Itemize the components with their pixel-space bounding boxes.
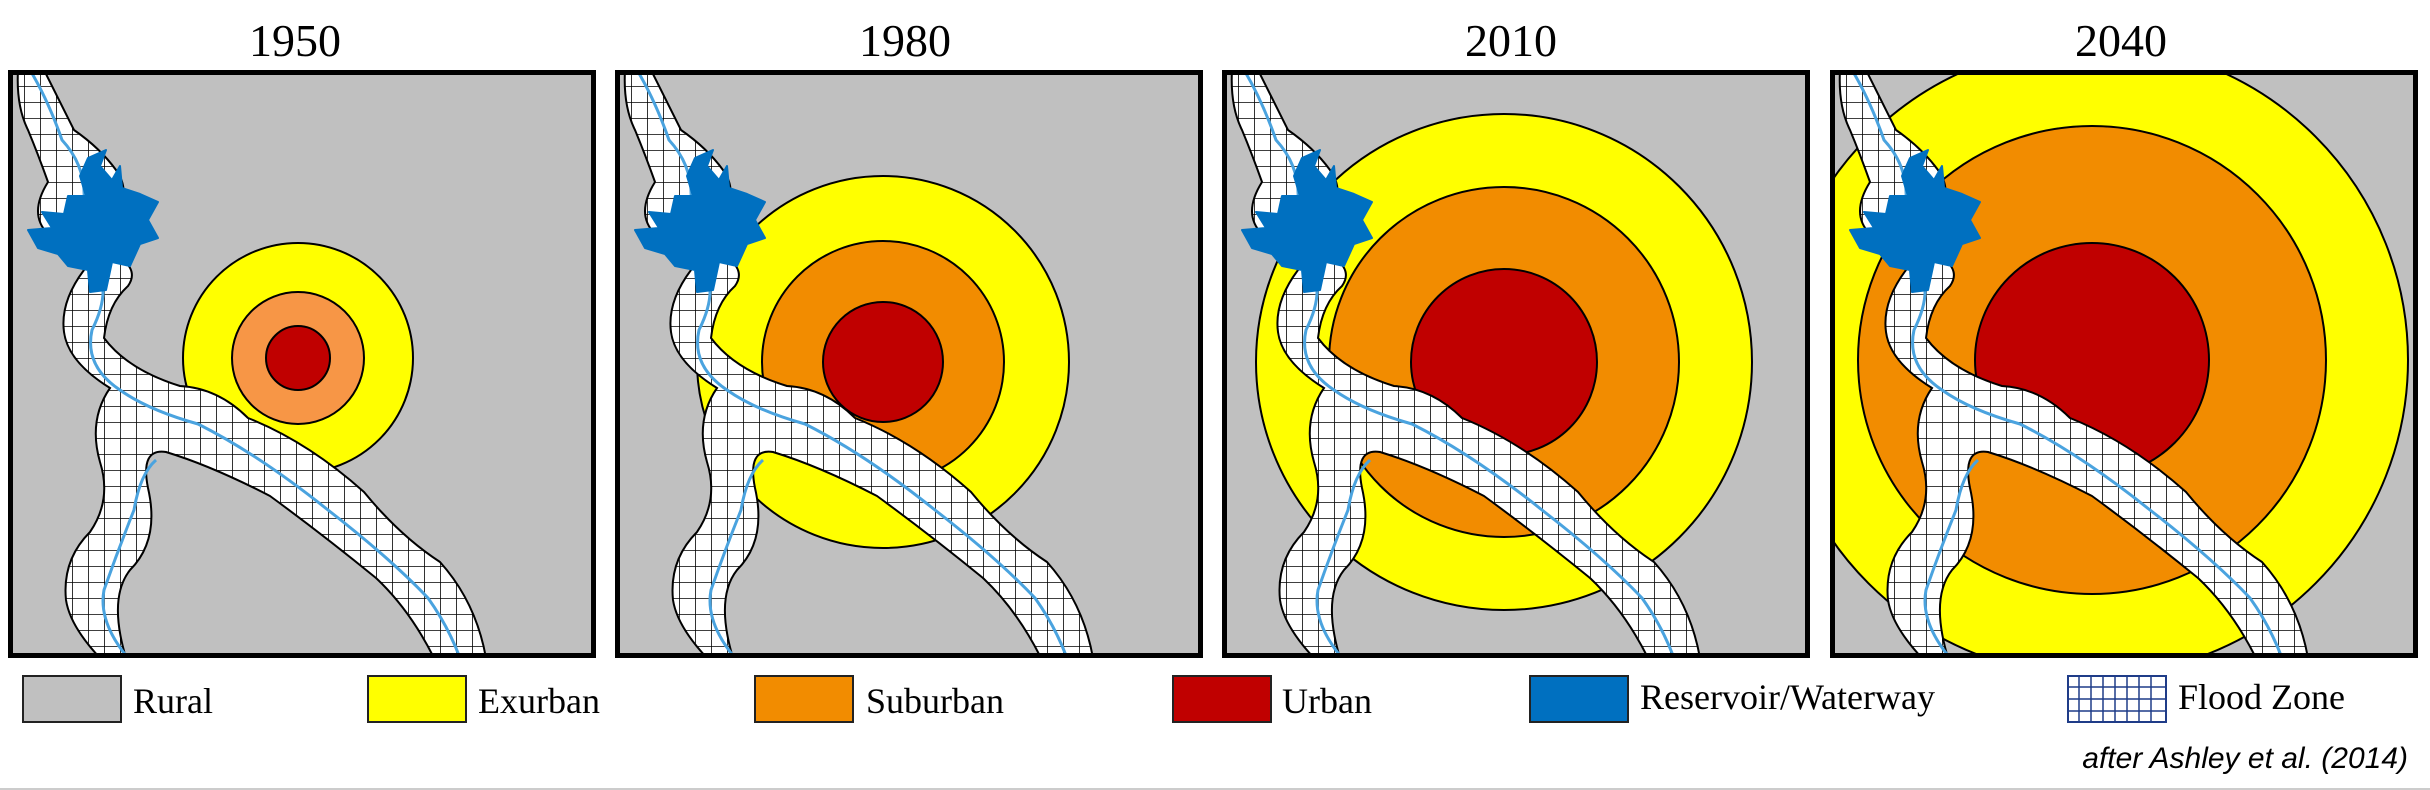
legend-swatch-rural — [22, 675, 122, 723]
panel-frame — [615, 70, 1203, 658]
panel-frame — [1222, 70, 1810, 658]
map-2010 — [1222, 70, 1810, 658]
river-branch — [1923, 458, 1980, 658]
bottom-divider — [0, 788, 2430, 790]
river-branch — [708, 458, 765, 658]
reservoir — [1241, 149, 1373, 293]
legend-label-exurban: Exurban — [478, 681, 600, 721]
map-panel-2010 — [1222, 70, 1810, 658]
river-branch — [1315, 458, 1372, 658]
map-2040 — [1830, 70, 2418, 658]
panel-title-2010: 2010 — [1465, 15, 1557, 66]
panel-title-1950: 1950 — [249, 15, 341, 66]
legend-label-reservoir-waterway: Reservoir/Waterway — [1640, 677, 1935, 717]
legend-label-suburban: Suburban — [866, 681, 1004, 721]
panel-title-2040: 2040 — [2075, 15, 2167, 66]
legend-label-rural: Rural — [133, 681, 213, 721]
panel-frame — [8, 70, 596, 658]
reservoir — [634, 149, 766, 293]
legend-swatch-exurban — [367, 675, 467, 723]
map-1950 — [8, 70, 596, 658]
urban-ring — [822, 301, 944, 423]
legend-label-flood-zone: Flood Zone — [2178, 677, 2345, 717]
panel-title-1980: 1980 — [859, 15, 951, 66]
urban-ring — [265, 325, 331, 391]
map-panel-1950 — [8, 70, 596, 658]
legend-swatch-suburban — [754, 675, 854, 723]
map-panel-1980 — [615, 70, 1203, 658]
reservoir — [27, 149, 159, 293]
legend-swatch-flood-zone — [2067, 675, 2167, 723]
source-credit: after Ashley et al. (2014) — [2082, 742, 2408, 775]
map-panel-2040 — [1830, 70, 2418, 658]
panel-frame — [1830, 70, 2418, 658]
reservoir — [1849, 149, 1981, 293]
legend-label-urban: Urban — [1282, 681, 1372, 721]
river-branch — [101, 458, 158, 658]
flood-zone-pattern-icon — [2067, 675, 2167, 723]
legend-swatch-reservoir-waterway — [1529, 675, 1629, 723]
map-1980 — [615, 70, 1203, 658]
legend-swatch-urban — [1172, 675, 1272, 723]
